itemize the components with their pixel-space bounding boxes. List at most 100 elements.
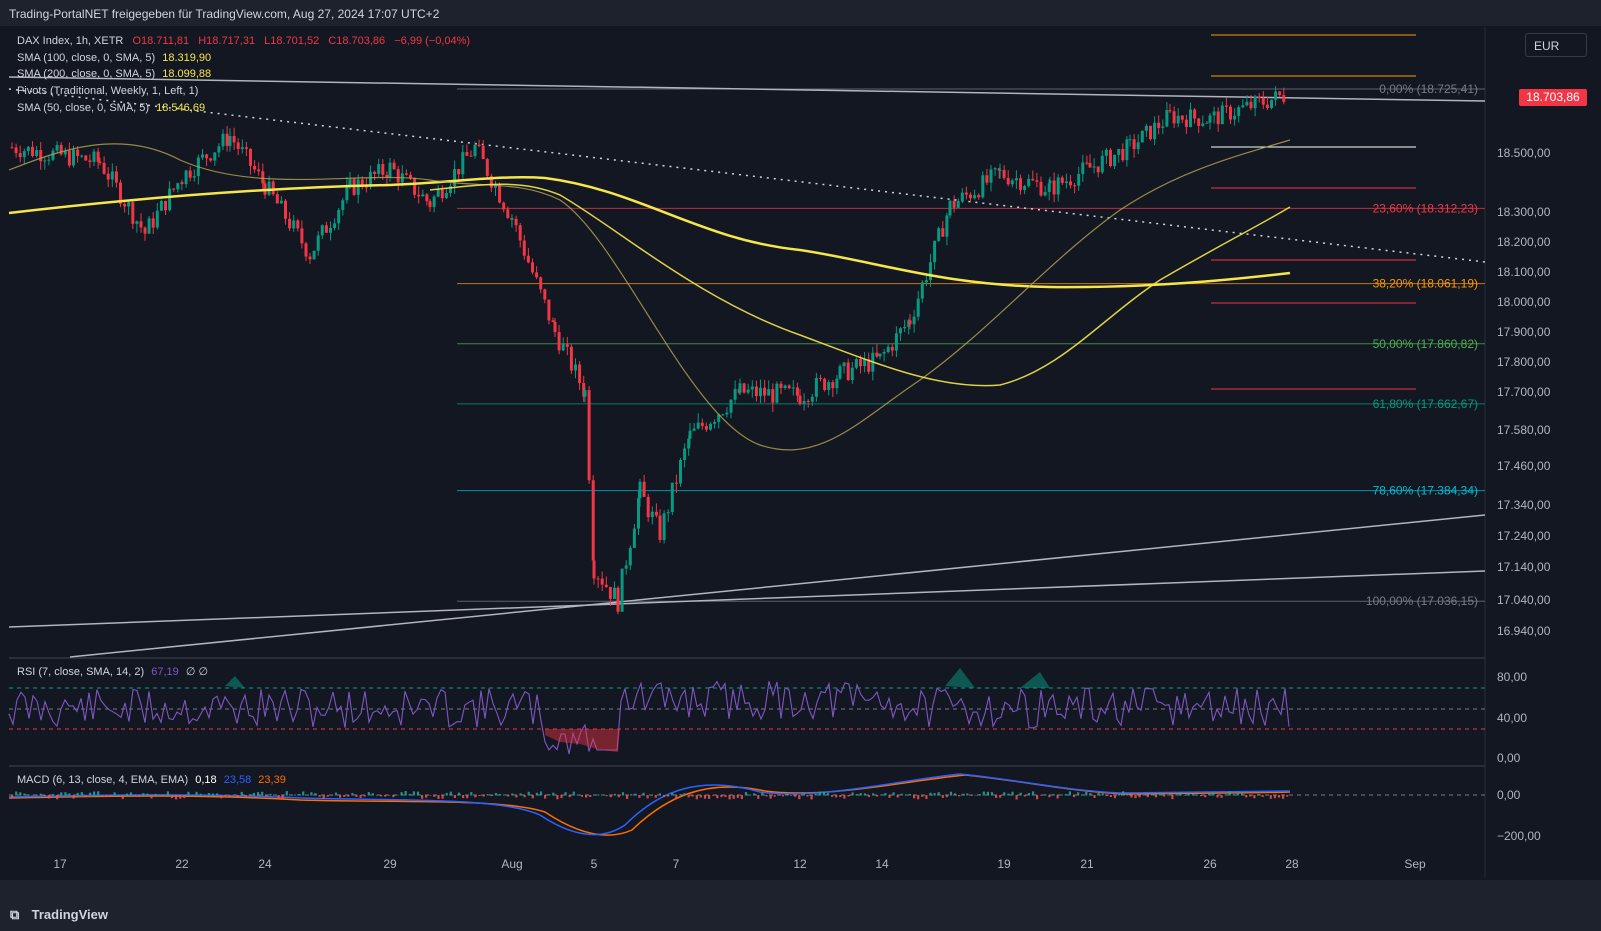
macd-histogram-bar — [605, 795, 608, 797]
macd-histogram-bar — [1195, 794, 1199, 796]
candle-body — [787, 385, 791, 389]
candle-body — [1043, 191, 1047, 196]
macd-histogram-bar — [736, 795, 739, 798]
y-tick-label: 18.300,00 — [1497, 205, 1551, 219]
macd-histogram-bar — [712, 795, 715, 796]
macd-histogram-bar — [1208, 793, 1211, 796]
candle-body — [249, 148, 252, 166]
macd-histogram-bar — [1277, 795, 1281, 798]
candle-body — [155, 210, 159, 228]
macd-histogram-bar — [1056, 795, 1059, 799]
macd-histogram-bar — [548, 794, 551, 796]
macd-histogram-bar — [203, 794, 206, 796]
candle-body — [578, 364, 582, 384]
macd-histogram-bar — [1273, 795, 1276, 799]
legend-pivots-row[interactable]: Pivots (Traditional, Weekly, 1, Left, 1) — [17, 84, 198, 98]
candle-body — [1085, 162, 1089, 164]
macd-histogram-bar — [1023, 795, 1026, 797]
candle-body — [284, 200, 287, 219]
macd-histogram-bar — [851, 792, 854, 796]
legend-sma100-row[interactable]: SMA (100, close, 0, SMA, 5) 18.319,90 — [17, 51, 211, 65]
candle-body — [292, 220, 296, 229]
legend-close: C18.703,86 — [328, 35, 386, 47]
macd-histogram-bar — [261, 791, 264, 796]
candle-body — [696, 422, 700, 429]
candle-body — [417, 194, 421, 197]
candle-body — [783, 385, 787, 389]
candle-body — [738, 383, 742, 393]
candle-body — [725, 412, 729, 415]
macd-histogram-bar — [867, 795, 871, 798]
macd-histogram-bar — [1097, 792, 1100, 796]
macd-histogram-bar — [859, 793, 862, 796]
legend-sma200-row[interactable]: SMA (200, close, 0, SMA, 5) 18.099,88 — [17, 67, 211, 81]
candle-body — [35, 150, 39, 157]
macd-histogram-bar — [232, 794, 235, 796]
macd-histogram-bar — [728, 795, 731, 800]
candle-body — [436, 189, 440, 197]
candle-body — [388, 162, 392, 178]
currency-button[interactable]: EUR — [1525, 33, 1587, 57]
x-tick-label: 5 — [591, 857, 598, 871]
macd-histogram-bar — [1154, 795, 1158, 798]
macd-histogram-bar — [486, 794, 489, 796]
candle-body — [106, 173, 110, 180]
macd-histogram-bar — [1236, 791, 1240, 796]
candle-body — [802, 401, 806, 405]
macd-histogram-bar — [556, 795, 559, 800]
macd-histogram-bar — [1163, 795, 1166, 797]
candle-body — [373, 171, 377, 174]
candle-body — [213, 152, 217, 161]
tradingview-logo[interactable]: ⧉ TradingView — [10, 907, 108, 923]
candle-body — [1212, 111, 1216, 116]
candle-body — [750, 386, 754, 390]
candle-body — [275, 194, 279, 204]
macd-histogram-bar — [818, 791, 821, 796]
candle-body — [742, 383, 746, 393]
macd-histogram-bar — [1003, 792, 1006, 796]
dotted-trendline — [8, 88, 1486, 263]
macd-histogram-bar — [671, 792, 674, 796]
candle-body — [977, 195, 981, 198]
macd-histogram-bar — [982, 791, 985, 796]
candle-body — [526, 255, 530, 263]
candle-body — [679, 459, 682, 484]
macd-histogram-bar — [806, 795, 809, 797]
macd-histogram-bar — [400, 792, 403, 796]
candle-body — [51, 150, 55, 160]
candle-body — [432, 196, 436, 208]
x-tick-label: Sep — [1404, 857, 1426, 871]
macd-histogram-bar — [695, 795, 698, 800]
candle-body — [632, 528, 636, 548]
legend-macd-row[interactable]: MACD (6, 13, close, 4, EMA, EMA) 0,18 23… — [17, 773, 286, 787]
macd-histogram-bar — [64, 792, 67, 796]
macd-histogram-bar — [93, 791, 96, 796]
macd-histogram-bar — [195, 791, 198, 796]
macd-histogram-bar — [835, 795, 838, 798]
legend-symbol-row: DAX Index, 1h, XETR O18.711,81 H18.717,3… — [17, 34, 470, 48]
candle-body — [674, 482, 678, 484]
legend-low: L18.701,52 — [264, 35, 320, 47]
candle-body — [1052, 180, 1056, 195]
y-tick-label: 17.460,00 — [1497, 459, 1551, 473]
macd-histogram-bar — [662, 795, 666, 798]
macd-histogram-bar — [896, 795, 899, 798]
candle-body — [88, 160, 92, 162]
candle-body — [329, 228, 332, 233]
candle-body — [271, 181, 275, 195]
legend-sma50-row[interactable]: SMA (50, close, 0, SMA, 5) 18.546,69 — [17, 101, 205, 115]
legend-rsi-row[interactable]: RSI (7, close, SMA, 14, 2) 67,19 ∅ ∅ — [17, 665, 208, 679]
y-tick-label: 17.700,00 — [1497, 385, 1551, 399]
macd-histogram-bar — [515, 795, 518, 798]
candle-body — [654, 511, 658, 516]
macd-histogram-bar — [412, 791, 415, 796]
macd-histogram-bar — [703, 795, 707, 799]
candle-body — [763, 387, 767, 396]
macd-histogram-bar — [1253, 795, 1256, 799]
legend-sma100-label: SMA (100, close, 0, SMA, 5) — [17, 52, 156, 64]
x-tick-label: 29 — [383, 857, 397, 871]
candle-body — [941, 228, 945, 237]
candle-body — [164, 200, 167, 211]
candle-body — [232, 135, 236, 143]
